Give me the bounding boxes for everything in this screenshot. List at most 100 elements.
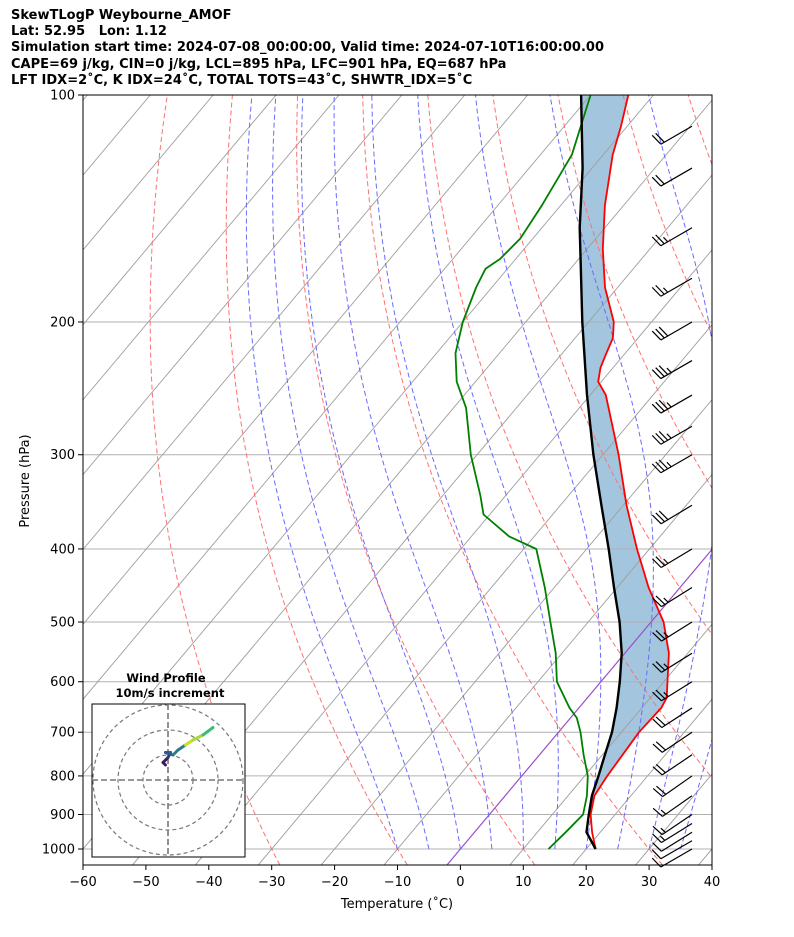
wind-barb <box>651 167 693 187</box>
hodograph-segment <box>176 743 187 752</box>
y-tick-label: 1000 <box>42 843 75 858</box>
wind-barb-flag <box>655 763 666 774</box>
wind-barb <box>651 360 693 380</box>
isotherm-line <box>509 623 712 865</box>
x-tick-label: 0 <box>456 875 464 890</box>
wind-barb-flag <box>658 459 669 470</box>
wind-barb-flag <box>652 691 662 702</box>
wind-barb-staff <box>660 548 693 569</box>
x-tick-label: 10 <box>515 875 532 890</box>
x-tick-label: −60 <box>69 875 96 890</box>
moist-adiabat <box>333 95 493 850</box>
wind-barb <box>652 587 693 608</box>
x-tick-label: −30 <box>258 875 285 890</box>
cape-area <box>579 95 669 815</box>
x-tick-label: 30 <box>641 875 658 890</box>
wind-barb-flag <box>655 629 666 640</box>
hodograph-segment <box>201 726 215 737</box>
wind-barb-flag <box>655 328 665 339</box>
y-tick-label: 300 <box>50 448 75 463</box>
wind-barb-half <box>659 835 666 841</box>
wind-barb <box>652 754 693 776</box>
wind-barb <box>651 548 693 569</box>
wind-barb-staff <box>660 394 693 414</box>
wind-barb-half <box>663 663 669 669</box>
wind-barb-half <box>663 691 669 697</box>
wind-barb-flag <box>651 434 662 445</box>
wind-barb-staff <box>660 227 693 247</box>
axes: −60 −50 −40 −30 −20 −10 0 10 20 30 40 1000 900 800 700… <box>42 89 720 891</box>
wind-barb-half <box>663 632 669 638</box>
isotherm-line <box>83 95 403 476</box>
wind-barb-flag <box>655 595 666 605</box>
isotherm-line <box>83 95 88 101</box>
wind-barb <box>652 652 693 673</box>
isotherm-line <box>83 95 591 700</box>
dry-adiabat <box>753 95 794 865</box>
title-line-5: LFT IDX=2˚C, K IDX=24˚C, TOTAL TOTS=43˚C… <box>11 73 473 88</box>
wind-barb-staff <box>661 814 693 836</box>
wind-barb <box>652 681 693 702</box>
dewpoint-profile <box>454 95 592 850</box>
wind-barb <box>651 848 693 868</box>
wind-barb-half <box>663 558 669 564</box>
wind-barb-flag <box>651 369 662 379</box>
wind-barb-flag <box>652 632 662 642</box>
wind-barb-staff <box>660 454 693 474</box>
y-tick-label: 200 <box>50 315 75 330</box>
wind-barb-flag <box>655 132 665 143</box>
wind-barb-flag <box>651 857 662 868</box>
wind-barb-half <box>666 433 672 439</box>
wind-barb-staff <box>662 775 693 798</box>
wind-barb-flag <box>655 461 665 472</box>
wind-barb-staff <box>661 621 693 642</box>
wind-barb <box>651 840 693 860</box>
dry-adiabat <box>296 95 536 865</box>
hodograph <box>92 704 245 857</box>
wind-barb <box>652 831 693 852</box>
moist-adiabat <box>371 95 524 849</box>
wind-barb-flag <box>652 788 663 798</box>
y-tick-label: 700 <box>50 726 75 741</box>
wind-barb-half <box>666 402 672 408</box>
hodograph-segment <box>184 738 195 747</box>
wind-barb-half <box>666 367 672 373</box>
isotherm-line <box>83 95 340 401</box>
inset-title: Wind Profile <box>126 671 206 685</box>
wind-barb-staff <box>660 504 693 525</box>
wind-barbs <box>651 125 693 868</box>
wind-barb-flag <box>652 597 662 608</box>
wind-barb-staff <box>661 707 693 729</box>
isotherm-line <box>446 548 712 865</box>
wind-barb-flag <box>651 514 662 525</box>
wind-barb-staff <box>660 277 693 297</box>
dry-adiabat <box>225 95 408 865</box>
parcel-profile <box>578 95 623 850</box>
wind-barb-flag <box>652 833 662 843</box>
y-tick-label: 900 <box>50 808 75 823</box>
moist-adiabat <box>549 95 654 850</box>
moist-adiabat <box>245 95 398 850</box>
title-line-3: Simulation start time: 2024-07-08_00:00:… <box>11 40 604 55</box>
wind-barb-flag <box>658 430 669 441</box>
inset-subtitle: 10m/s increment <box>116 686 225 700</box>
title-line-2: Lat: 52.95 Lon: 1.12 <box>11 24 167 39</box>
wind-barb-flag <box>651 558 662 568</box>
wind-barb-staff <box>662 795 693 817</box>
title-line-4: CAPE=69 j/kg, CIN=0 j/kg, LCL=895 hPa, L… <box>11 57 507 72</box>
wind-barb-half <box>660 809 667 815</box>
wind-barb-flag <box>652 807 663 817</box>
wind-barb <box>652 775 693 798</box>
wind-barb-staff <box>660 360 693 380</box>
wind-barb-staff <box>661 822 693 844</box>
isotherm-line <box>83 95 214 251</box>
y-tick-label: 800 <box>50 769 75 784</box>
wind-barb-flag <box>651 236 662 247</box>
wind-barb <box>651 425 693 445</box>
wind-barb <box>652 822 693 844</box>
moist-adiabat <box>272 95 430 850</box>
isotherm-line <box>698 848 712 865</box>
wind-barb-half <box>666 461 672 468</box>
dry-adiabat <box>149 95 281 865</box>
